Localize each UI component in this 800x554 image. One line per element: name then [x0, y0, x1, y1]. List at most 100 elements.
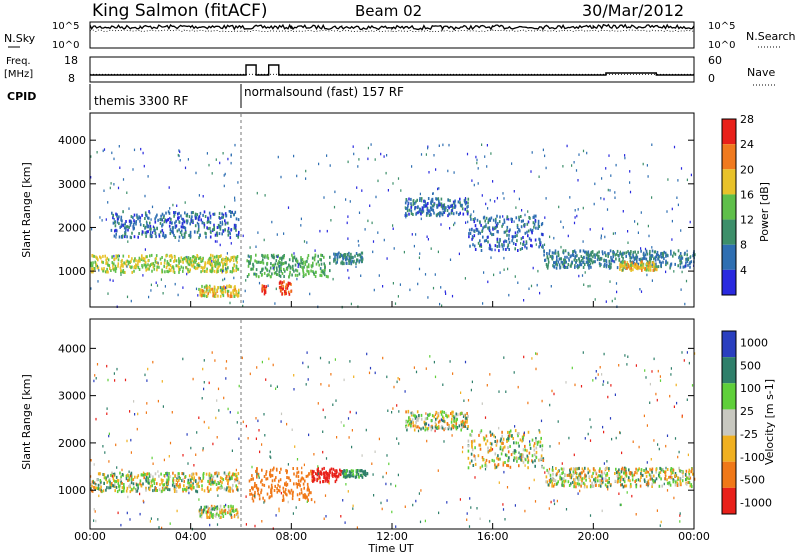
noise-cell — [382, 285, 384, 288]
heat-cell-1 — [130, 220, 133, 224]
heat-cell-6 — [524, 448, 526, 452]
heat-cell-1 — [234, 210, 237, 214]
noise-cell — [615, 436, 617, 440]
noise-cell — [245, 495, 247, 498]
heat-cell-0 — [114, 485, 116, 488]
heat-cell-5 — [405, 424, 408, 428]
heat-cell-9 — [584, 250, 586, 254]
heat-cell-5 — [438, 426, 440, 430]
heat-cell-8 — [520, 225, 523, 229]
heat-cell-0 — [175, 479, 178, 483]
heat-cell-7 — [452, 200, 455, 204]
heat-cell-9 — [674, 262, 676, 266]
noise-cell — [258, 474, 260, 478]
heat-cell-0 — [190, 263, 193, 267]
heat-cell-6 — [350, 252, 352, 256]
heat-cell-1 — [153, 226, 156, 230]
noise-cell — [168, 186, 170, 189]
heat-cell-2 — [213, 294, 216, 298]
noise-cell — [249, 246, 251, 249]
noise-cell — [610, 174, 612, 177]
heat-cell-8 — [482, 226, 484, 230]
noise-cell — [347, 417, 350, 420]
noise-cell — [144, 373, 146, 377]
heat-cell-0 — [162, 479, 164, 482]
noise-cell — [145, 411, 147, 414]
heat-cell-8 — [506, 215, 509, 219]
heat-cell-7 — [546, 480, 549, 484]
heat-cell-0 — [166, 263, 169, 267]
heat-cell-0 — [172, 479, 174, 483]
noise-cell — [640, 257, 642, 260]
heat-cell-7 — [583, 476, 586, 480]
heat-cell-7 — [562, 471, 564, 475]
heat-cell-3 — [322, 471, 325, 475]
heat-cell-0 — [144, 263, 147, 266]
heat-cell-8 — [508, 237, 510, 241]
heat-cell-3 — [258, 260, 260, 264]
heat-cell-1 — [205, 510, 208, 514]
heat-cell-2 — [198, 287, 200, 291]
heat-cell-0 — [94, 486, 96, 490]
noise-cell — [415, 233, 417, 236]
noise-cell — [609, 280, 611, 283]
velocity-colorbar-swatch — [722, 461, 736, 488]
noise-cell — [378, 274, 380, 277]
noise-cell — [535, 352, 537, 355]
heat-cell-2 — [293, 472, 295, 476]
noise-cell — [209, 523, 211, 527]
heat-cell-3 — [321, 254, 324, 257]
heat-cell-1 — [178, 220, 180, 224]
heat-cell-7 — [408, 212, 410, 216]
heat-cell-9 — [610, 255, 612, 259]
noise-cell — [582, 206, 584, 210]
heat-cell-9 — [565, 265, 567, 269]
heat-cell-0 — [225, 488, 228, 492]
heat-cell-7 — [631, 474, 634, 478]
noise-cell — [600, 197, 602, 200]
heat-cell-5 — [262, 287, 264, 291]
heat-cell-8 — [506, 229, 508, 233]
heat-cell-10 — [627, 263, 629, 266]
heat-cell-7 — [421, 208, 424, 212]
heat-cell-2 — [250, 477, 252, 481]
heat-cell-1 — [237, 235, 239, 239]
heat-cell-2 — [233, 288, 236, 292]
heat-cell-0 — [213, 264, 216, 268]
heat-cell-5 — [452, 414, 455, 418]
heat-cell-7 — [452, 206, 454, 210]
noise-cell — [93, 508, 95, 511]
heat-cell-1 — [197, 222, 200, 226]
noise-cell — [396, 380, 398, 384]
noise-cell — [660, 520, 662, 524]
noise-cell — [468, 525, 471, 528]
noise-cell — [690, 173, 692, 177]
noise-cell — [573, 161, 575, 164]
heat-cell-3 — [300, 256, 302, 260]
heat-cell-0 — [237, 472, 240, 476]
heat-cell-0 — [117, 482, 120, 485]
heat-cell-3 — [276, 268, 278, 272]
noise-cell — [624, 154, 626, 157]
noise-cell — [139, 512, 141, 516]
noise-cell — [247, 437, 249, 440]
heat-cell-7 — [621, 466, 624, 470]
heat-cell-7 — [660, 477, 662, 481]
heat-cell-2 — [271, 479, 274, 483]
heat-cell-3 — [335, 471, 337, 475]
heat-cell-8 — [487, 235, 489, 239]
heat-cell-7 — [689, 484, 692, 488]
heat-cell-7 — [624, 466, 626, 470]
heat-cell-5 — [405, 426, 408, 430]
noise-cell — [649, 401, 651, 404]
heat-cell-2 — [261, 468, 263, 472]
heat-cell-2 — [222, 290, 224, 294]
heat-cell-0 — [160, 478, 163, 482]
noise-cell — [600, 234, 602, 237]
heat-cell-9 — [642, 257, 644, 261]
heat-cell-0 — [115, 475, 118, 479]
noise-cell — [651, 370, 653, 373]
heat-cell-1 — [219, 227, 222, 231]
noise-cell — [293, 252, 295, 255]
nave-tick-low: 0 — [708, 72, 715, 85]
